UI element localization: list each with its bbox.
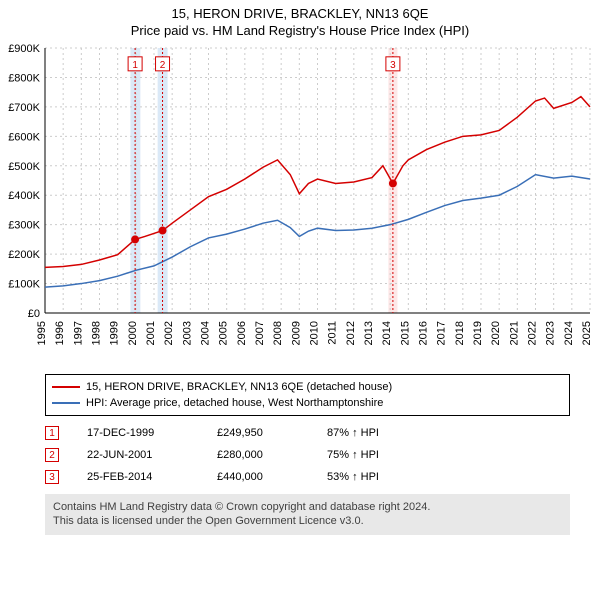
svg-text:2019: 2019 <box>472 321 484 345</box>
sale-marker-icon: 2 <box>45 448 59 462</box>
svg-text:£200K: £200K <box>8 249 40 261</box>
page-title: 15, HERON DRIVE, BRACKLEY, NN13 6QE <box>0 6 600 21</box>
svg-text:2007: 2007 <box>254 321 266 345</box>
sale-date: 25-FEB-2014 <box>87 471 217 483</box>
sale-pct: 53% ↑ HPI <box>327 471 437 483</box>
svg-text:2001: 2001 <box>145 321 157 345</box>
legend-swatch <box>52 386 80 388</box>
svg-text:2003: 2003 <box>181 321 193 345</box>
svg-text:1999: 1999 <box>109 321 121 345</box>
svg-text:£700K: £700K <box>8 102 40 114</box>
svg-text:2011: 2011 <box>327 321 339 345</box>
sale-pct: 87% ↑ HPI <box>327 427 437 439</box>
svg-text:2008: 2008 <box>272 321 284 345</box>
svg-text:2015: 2015 <box>399 321 411 345</box>
svg-text:2010: 2010 <box>309 321 321 345</box>
attribution-line: Contains HM Land Registry data © Crown c… <box>53 500 562 514</box>
svg-text:2013: 2013 <box>363 321 375 345</box>
svg-text:2017: 2017 <box>436 321 448 345</box>
svg-text:1998: 1998 <box>91 321 103 345</box>
legend-item: HPI: Average price, detached house, West… <box>52 395 563 411</box>
svg-text:1995: 1995 <box>36 321 48 345</box>
svg-text:2025: 2025 <box>581 321 593 345</box>
legend-label: HPI: Average price, detached house, West… <box>86 397 383 409</box>
svg-text:1: 1 <box>132 60 138 71</box>
sale-price: £249,950 <box>217 427 327 439</box>
svg-text:2009: 2009 <box>290 321 302 345</box>
page-subtitle: Price paid vs. HM Land Registry's House … <box>0 23 600 38</box>
sale-marker-icon: 1 <box>45 426 59 440</box>
svg-text:£400K: £400K <box>8 190 40 202</box>
svg-text:1997: 1997 <box>72 321 84 345</box>
svg-text:£900K: £900K <box>8 43 40 55</box>
svg-text:2020: 2020 <box>490 321 502 345</box>
svg-text:2000: 2000 <box>127 321 139 345</box>
sale-pct: 75% ↑ HPI <box>327 449 437 461</box>
legend-item: 15, HERON DRIVE, BRACKLEY, NN13 6QE (det… <box>52 379 563 395</box>
sale-marker-icon: 3 <box>45 470 59 484</box>
price-chart: £0 £100K £200K £300K £400K £500K £600K £700K £80… <box>0 38 600 368</box>
svg-text:£100K: £100K <box>8 279 40 291</box>
svg-text:1996: 1996 <box>54 321 66 345</box>
svg-text:2: 2 <box>160 60 166 71</box>
sales-row: 3 25-FEB-2014£440,00053% ↑ HPI <box>45 466 570 488</box>
svg-text:2018: 2018 <box>454 321 466 345</box>
svg-text:3: 3 <box>390 60 396 71</box>
attribution-line: This data is licensed under the Open Gov… <box>53 514 562 528</box>
svg-text:£0: £0 <box>28 308 40 320</box>
svg-text:£800K: £800K <box>8 72 40 84</box>
svg-text:2024: 2024 <box>563 321 575 345</box>
svg-text:2005: 2005 <box>218 321 230 345</box>
sales-row: 1 17-DEC-1999£249,95087% ↑ HPI <box>45 422 570 444</box>
sale-price: £440,000 <box>217 471 327 483</box>
sales-table: 1 17-DEC-1999£249,95087% ↑ HPI 2 22-JUN-200… <box>45 422 570 488</box>
legend-label: 15, HERON DRIVE, BRACKLEY, NN13 6QE (det… <box>86 381 392 393</box>
svg-text:2004: 2004 <box>200 321 212 345</box>
svg-text:2016: 2016 <box>418 321 430 345</box>
svg-text:2012: 2012 <box>345 321 357 345</box>
svg-text:2002: 2002 <box>163 321 175 345</box>
sale-date: 17-DEC-1999 <box>87 427 217 439</box>
svg-text:2014: 2014 <box>381 321 393 345</box>
svg-text:2023: 2023 <box>545 321 557 345</box>
svg-text:£300K: £300K <box>8 220 40 232</box>
svg-text:2022: 2022 <box>527 321 539 345</box>
sales-row: 2 22-JUN-2001£280,00075% ↑ HPI <box>45 444 570 466</box>
svg-text:£600K: £600K <box>8 131 40 143</box>
sale-date: 22-JUN-2001 <box>87 449 217 461</box>
svg-text:£500K: £500K <box>8 161 40 173</box>
legend-swatch <box>52 402 80 404</box>
attribution: Contains HM Land Registry data © Crown c… <box>45 494 570 535</box>
svg-text:2006: 2006 <box>236 321 248 345</box>
legend: 15, HERON DRIVE, BRACKLEY, NN13 6QE (det… <box>45 374 570 416</box>
sale-price: £280,000 <box>217 449 327 461</box>
svg-text:2021: 2021 <box>508 321 520 345</box>
